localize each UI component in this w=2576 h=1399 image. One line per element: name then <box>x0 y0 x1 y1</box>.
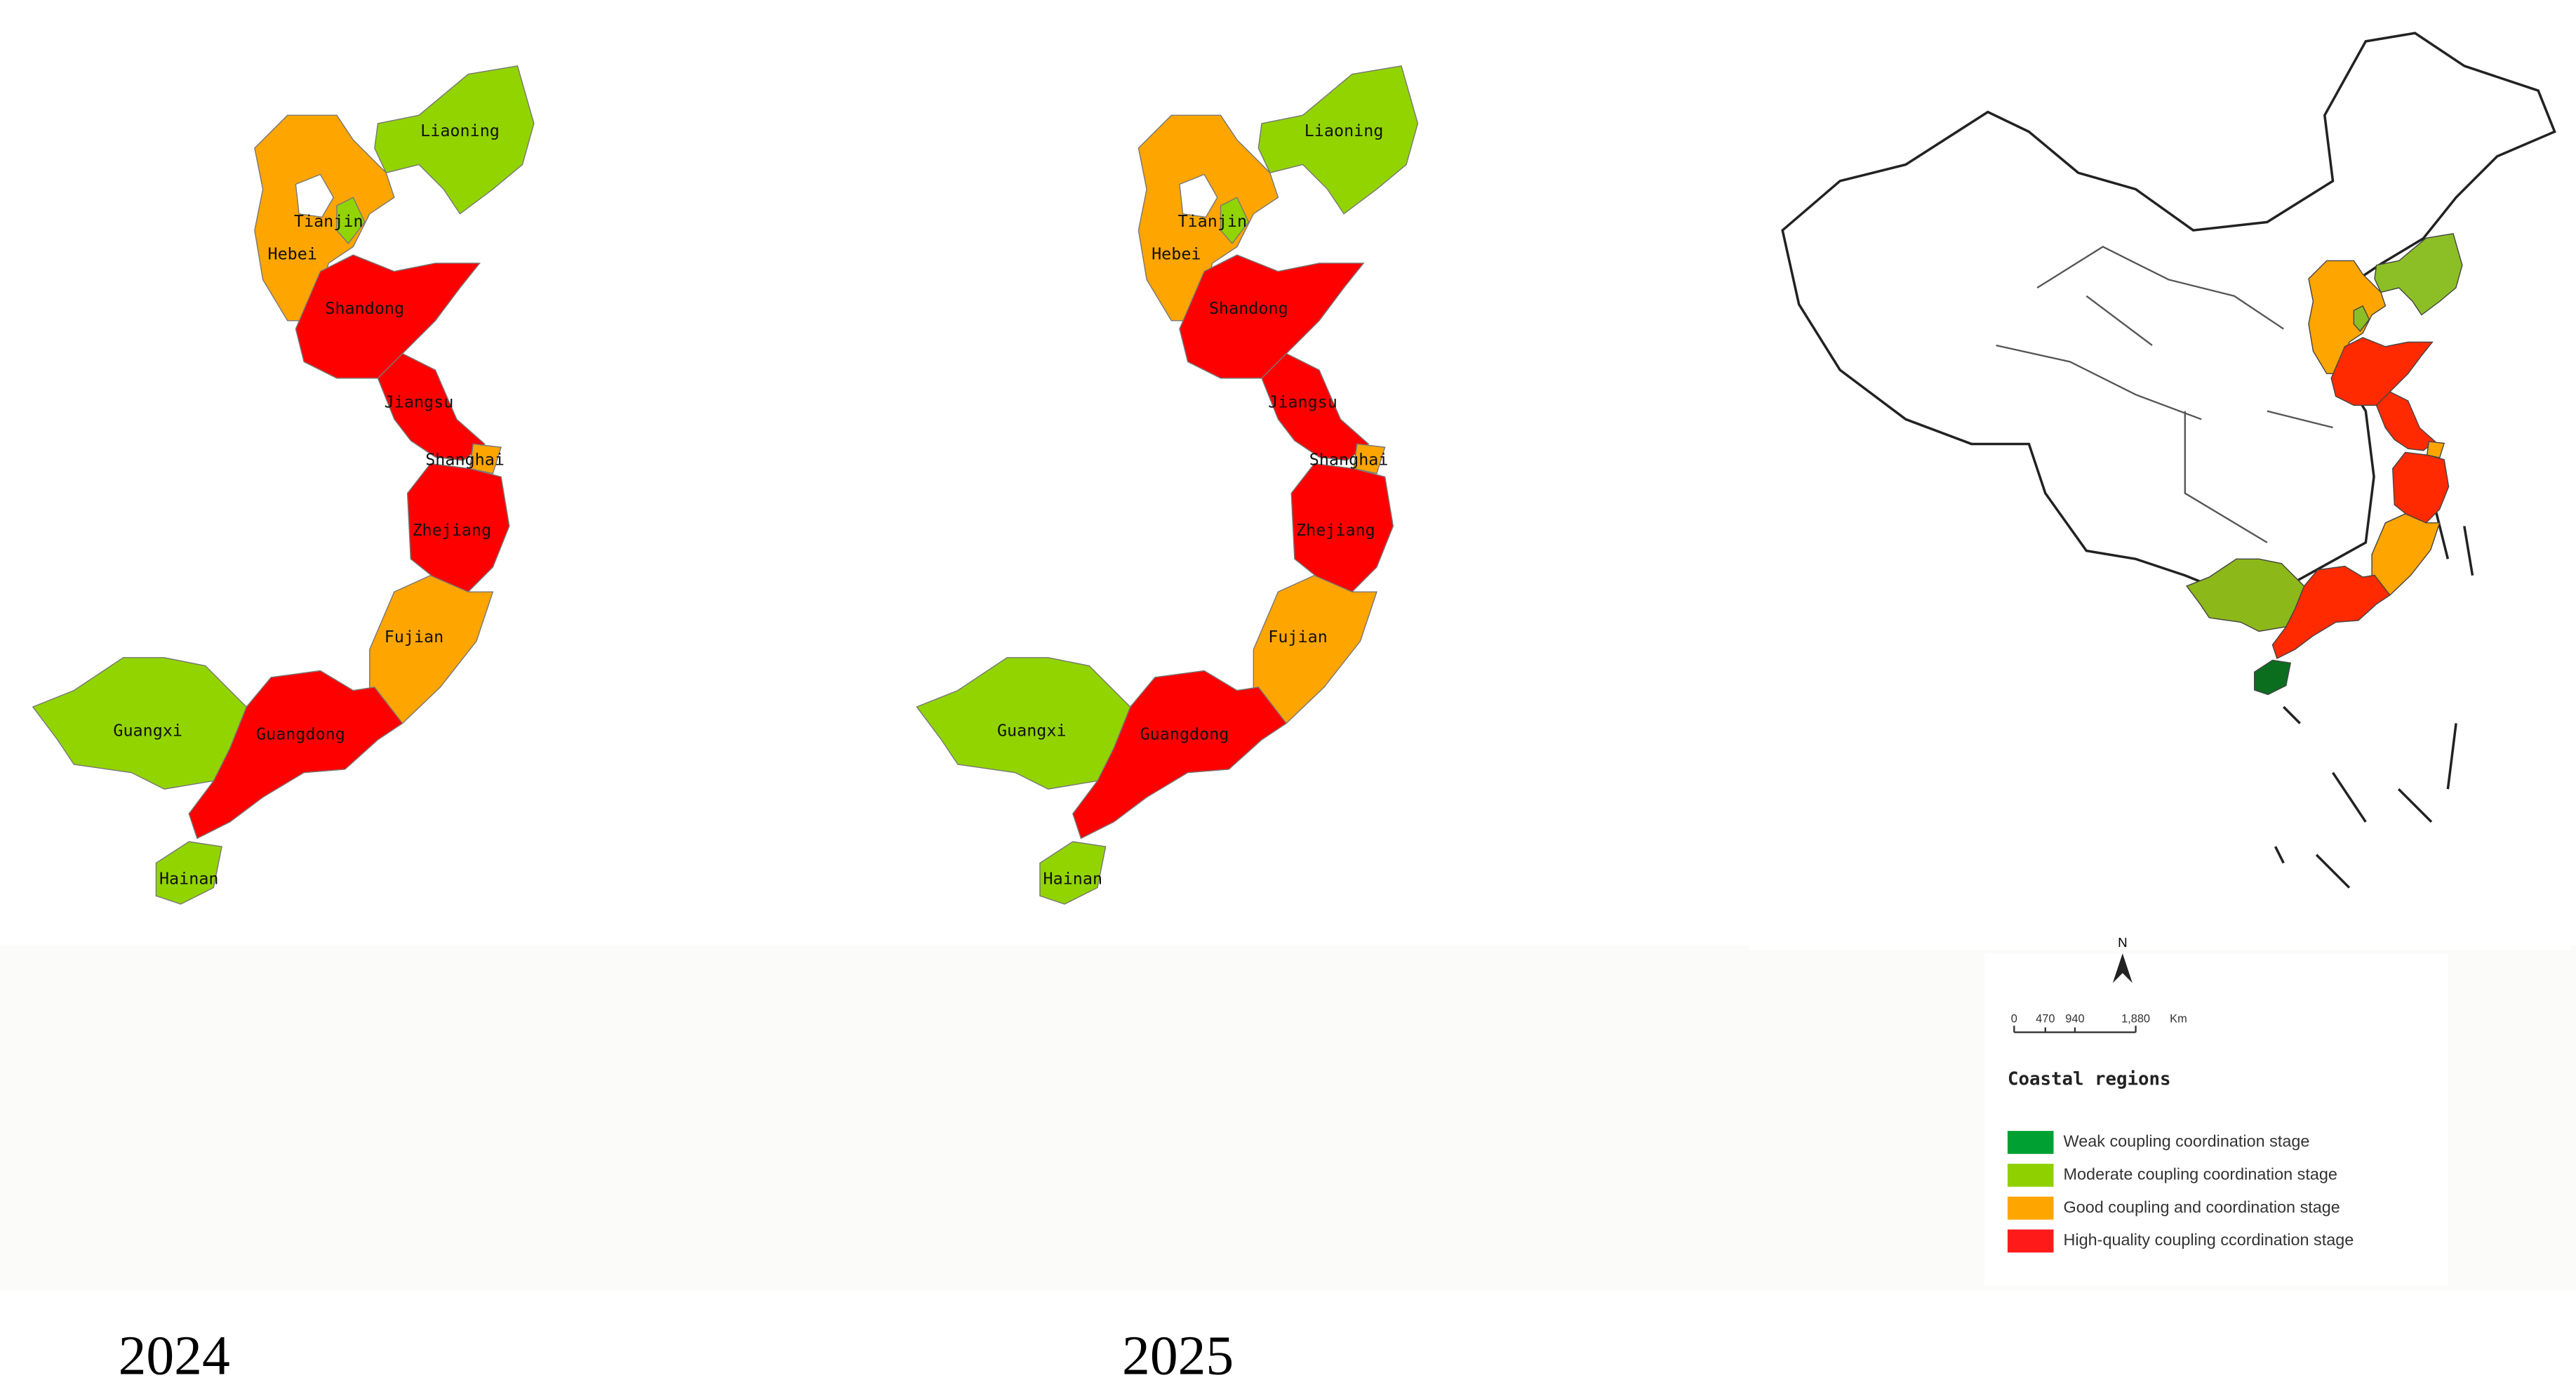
overview-province <box>2392 451 2450 524</box>
legend-box <box>1984 953 2448 1286</box>
province <box>1290 463 1394 592</box>
province-label: Tianjin <box>1177 211 1247 231</box>
province <box>1072 670 1288 840</box>
beijing-gap <box>295 173 335 218</box>
province <box>406 463 510 592</box>
overview-province <box>2271 565 2391 659</box>
province-label: Hainan <box>1043 868 1103 888</box>
scale-bar <box>2013 1026 2137 1033</box>
legend-label: Moderate coupling coordination stage <box>2064 1165 2337 1183</box>
scale-unit: Km <box>2170 1013 2187 1026</box>
overview-province <box>2254 659 2292 696</box>
province <box>469 443 502 475</box>
province-label: Guangxi <box>113 721 182 741</box>
province-label: Hebei <box>1152 244 1201 264</box>
legend-swatch <box>2007 1131 2054 1154</box>
province-label: Jiangsu <box>385 392 454 411</box>
province-label: Guangdong <box>1140 724 1229 743</box>
province-label: Shanghai <box>425 449 505 469</box>
province-label: Tianjin <box>294 211 363 231</box>
province <box>188 670 403 840</box>
scale-label: 1,880 <box>2121 1013 2150 1026</box>
province-label: Shanghai <box>1309 449 1389 469</box>
legend-label: High-quality coupling ccordination stage <box>2064 1231 2354 1249</box>
scale-label: 940 <box>2065 1013 2084 1026</box>
province-label: Shandong <box>1209 298 1288 318</box>
province-label: Guangdong <box>256 724 345 743</box>
province-label: Hainan <box>159 868 219 888</box>
beijing-gap <box>1179 173 1218 218</box>
overview-province <box>2353 305 2370 332</box>
scale-label: 470 <box>2036 1013 2055 1026</box>
province <box>1353 443 1386 475</box>
scale-label: 0 <box>2011 1013 2017 1026</box>
province <box>1137 114 1279 321</box>
province-label: Zhejiang <box>412 520 491 540</box>
province <box>336 197 366 244</box>
overview-province <box>2426 441 2445 458</box>
legend-swatch <box>2007 1229 2054 1253</box>
province <box>916 657 1131 790</box>
province <box>295 254 481 379</box>
legend-swatch <box>2007 1196 2054 1220</box>
province <box>1179 254 1365 379</box>
legend-swatch <box>2007 1163 2054 1187</box>
overview-province <box>2186 558 2305 632</box>
province-label: Fujian <box>385 627 444 647</box>
province <box>155 841 222 905</box>
north-arrow <box>2112 953 2133 983</box>
province-label: Shandong <box>325 298 404 318</box>
legend-label: Weak coupling coordination stage <box>2064 1132 2310 1151</box>
province-label: Jiangsu <box>1268 392 1337 411</box>
province-label: Fujian <box>1268 627 1328 647</box>
year-label: 2025 <box>1122 1325 1234 1387</box>
overview-province <box>2308 260 2387 375</box>
province <box>32 657 248 790</box>
islands <box>2274 493 2474 889</box>
overview-province <box>2330 337 2434 406</box>
province-label: Liaoning <box>420 121 500 140</box>
province-label: Zhejiang <box>1296 520 1375 540</box>
china-outline <box>1781 32 2556 593</box>
year-label: 2024 <box>119 1325 230 1387</box>
north-label: N <box>2118 935 2128 950</box>
legend-label: Good coupling and coordination stage <box>2064 1198 2340 1216</box>
province <box>1220 197 1250 244</box>
legend-title: Coastal regions <box>2008 1069 2171 1090</box>
province <box>1039 841 1107 905</box>
province-label: Liaoning <box>1304 121 1384 140</box>
province-label: Guangxi <box>997 721 1067 741</box>
province-borders <box>1996 246 2333 543</box>
province-label: Hebei <box>267 244 316 264</box>
province <box>254 114 395 321</box>
